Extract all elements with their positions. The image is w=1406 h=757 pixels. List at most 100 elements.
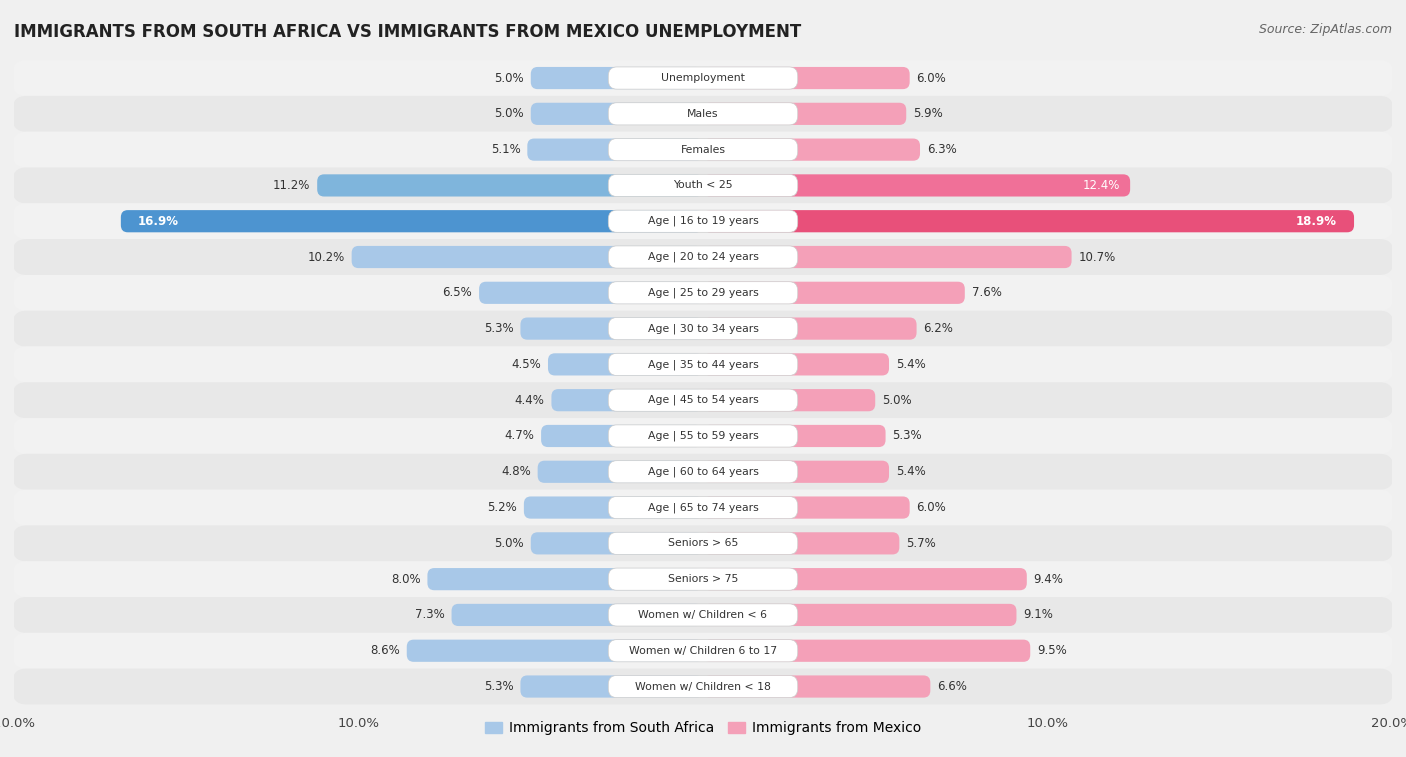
FancyBboxPatch shape bbox=[479, 282, 703, 304]
FancyBboxPatch shape bbox=[609, 461, 797, 483]
Text: 4.4%: 4.4% bbox=[515, 394, 544, 407]
FancyBboxPatch shape bbox=[13, 204, 1393, 239]
FancyBboxPatch shape bbox=[609, 282, 797, 304]
FancyBboxPatch shape bbox=[703, 425, 886, 447]
Text: Seniors > 75: Seniors > 75 bbox=[668, 574, 738, 584]
FancyBboxPatch shape bbox=[13, 633, 1393, 668]
FancyBboxPatch shape bbox=[541, 425, 703, 447]
FancyBboxPatch shape bbox=[609, 532, 797, 554]
Text: 6.2%: 6.2% bbox=[924, 322, 953, 335]
Text: Age | 45 to 54 years: Age | 45 to 54 years bbox=[648, 395, 758, 406]
FancyBboxPatch shape bbox=[551, 389, 703, 411]
FancyBboxPatch shape bbox=[13, 347, 1393, 382]
FancyBboxPatch shape bbox=[13, 96, 1393, 132]
FancyBboxPatch shape bbox=[609, 640, 797, 662]
Text: Youth < 25: Youth < 25 bbox=[673, 180, 733, 191]
Text: 6.0%: 6.0% bbox=[917, 501, 946, 514]
Legend: Immigrants from South Africa, Immigrants from Mexico: Immigrants from South Africa, Immigrants… bbox=[479, 716, 927, 741]
Text: 5.4%: 5.4% bbox=[896, 466, 925, 478]
Text: Women w/ Children 6 to 17: Women w/ Children 6 to 17 bbox=[628, 646, 778, 656]
Text: 6.6%: 6.6% bbox=[938, 680, 967, 693]
Text: Age | 16 to 19 years: Age | 16 to 19 years bbox=[648, 216, 758, 226]
FancyBboxPatch shape bbox=[703, 103, 907, 125]
FancyBboxPatch shape bbox=[703, 675, 931, 698]
Text: IMMIGRANTS FROM SOUTH AFRICA VS IMMIGRANTS FROM MEXICO UNEMPLOYMENT: IMMIGRANTS FROM SOUTH AFRICA VS IMMIGRAN… bbox=[14, 23, 801, 41]
FancyBboxPatch shape bbox=[531, 532, 703, 554]
FancyBboxPatch shape bbox=[537, 461, 703, 483]
FancyBboxPatch shape bbox=[609, 317, 797, 340]
FancyBboxPatch shape bbox=[520, 317, 703, 340]
Text: Males: Males bbox=[688, 109, 718, 119]
FancyBboxPatch shape bbox=[703, 67, 910, 89]
Text: 5.0%: 5.0% bbox=[495, 107, 524, 120]
FancyBboxPatch shape bbox=[13, 167, 1393, 204]
FancyBboxPatch shape bbox=[13, 60, 1393, 96]
Text: 6.0%: 6.0% bbox=[917, 72, 946, 85]
FancyBboxPatch shape bbox=[13, 132, 1393, 167]
Text: 5.7%: 5.7% bbox=[907, 537, 936, 550]
FancyBboxPatch shape bbox=[703, 210, 1354, 232]
Text: Seniors > 65: Seniors > 65 bbox=[668, 538, 738, 548]
FancyBboxPatch shape bbox=[609, 604, 797, 626]
Text: 6.5%: 6.5% bbox=[443, 286, 472, 299]
Text: 8.0%: 8.0% bbox=[391, 572, 420, 586]
Text: Source: ZipAtlas.com: Source: ZipAtlas.com bbox=[1258, 23, 1392, 36]
FancyBboxPatch shape bbox=[703, 354, 889, 375]
Text: 5.0%: 5.0% bbox=[495, 72, 524, 85]
Text: 11.2%: 11.2% bbox=[273, 179, 311, 192]
FancyBboxPatch shape bbox=[609, 675, 797, 698]
FancyBboxPatch shape bbox=[703, 532, 900, 554]
FancyBboxPatch shape bbox=[13, 382, 1393, 418]
Text: 6.3%: 6.3% bbox=[927, 143, 956, 156]
Text: Age | 65 to 74 years: Age | 65 to 74 years bbox=[648, 503, 758, 512]
FancyBboxPatch shape bbox=[13, 239, 1393, 275]
FancyBboxPatch shape bbox=[524, 497, 703, 519]
FancyBboxPatch shape bbox=[703, 640, 1031, 662]
FancyBboxPatch shape bbox=[13, 310, 1393, 347]
FancyBboxPatch shape bbox=[609, 568, 797, 590]
FancyBboxPatch shape bbox=[703, 317, 917, 340]
FancyBboxPatch shape bbox=[451, 604, 703, 626]
FancyBboxPatch shape bbox=[703, 139, 920, 160]
Text: Age | 55 to 59 years: Age | 55 to 59 years bbox=[648, 431, 758, 441]
Text: Age | 30 to 34 years: Age | 30 to 34 years bbox=[648, 323, 758, 334]
FancyBboxPatch shape bbox=[548, 354, 703, 375]
Text: 4.5%: 4.5% bbox=[512, 358, 541, 371]
FancyBboxPatch shape bbox=[703, 461, 889, 483]
FancyBboxPatch shape bbox=[13, 275, 1393, 310]
FancyBboxPatch shape bbox=[318, 174, 703, 197]
FancyBboxPatch shape bbox=[703, 174, 1130, 197]
Text: 5.1%: 5.1% bbox=[491, 143, 520, 156]
FancyBboxPatch shape bbox=[703, 246, 1071, 268]
Text: 9.5%: 9.5% bbox=[1038, 644, 1067, 657]
FancyBboxPatch shape bbox=[13, 418, 1393, 454]
Text: 5.2%: 5.2% bbox=[488, 501, 517, 514]
Text: 5.4%: 5.4% bbox=[896, 358, 925, 371]
Text: Unemployment: Unemployment bbox=[661, 73, 745, 83]
Text: 5.0%: 5.0% bbox=[495, 537, 524, 550]
Text: 5.9%: 5.9% bbox=[912, 107, 943, 120]
FancyBboxPatch shape bbox=[703, 604, 1017, 626]
FancyBboxPatch shape bbox=[609, 139, 797, 160]
Text: 9.1%: 9.1% bbox=[1024, 609, 1053, 621]
Text: Age | 60 to 64 years: Age | 60 to 64 years bbox=[648, 466, 758, 477]
FancyBboxPatch shape bbox=[13, 597, 1393, 633]
FancyBboxPatch shape bbox=[703, 282, 965, 304]
Text: Age | 35 to 44 years: Age | 35 to 44 years bbox=[648, 359, 758, 369]
Text: 7.3%: 7.3% bbox=[415, 609, 444, 621]
FancyBboxPatch shape bbox=[13, 561, 1393, 597]
Text: 4.7%: 4.7% bbox=[505, 429, 534, 443]
FancyBboxPatch shape bbox=[406, 640, 703, 662]
Text: 8.6%: 8.6% bbox=[370, 644, 399, 657]
FancyBboxPatch shape bbox=[609, 210, 797, 232]
FancyBboxPatch shape bbox=[609, 389, 797, 411]
FancyBboxPatch shape bbox=[531, 67, 703, 89]
FancyBboxPatch shape bbox=[13, 525, 1393, 561]
Text: 9.4%: 9.4% bbox=[1033, 572, 1063, 586]
FancyBboxPatch shape bbox=[13, 454, 1393, 490]
FancyBboxPatch shape bbox=[703, 568, 1026, 590]
Text: 16.9%: 16.9% bbox=[138, 215, 179, 228]
FancyBboxPatch shape bbox=[427, 568, 703, 590]
Text: 12.4%: 12.4% bbox=[1083, 179, 1119, 192]
Text: Women w/ Children < 6: Women w/ Children < 6 bbox=[638, 610, 768, 620]
